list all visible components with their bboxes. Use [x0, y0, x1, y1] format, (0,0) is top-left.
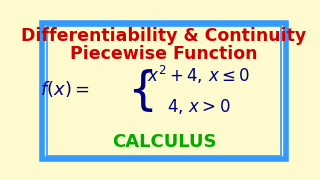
- Text: $\{$: $\{$: [127, 67, 154, 114]
- Text: Differentiability & Continuity: Differentiability & Continuity: [21, 27, 307, 45]
- Text: $x^2 + 4,\, x \leq 0$: $x^2 + 4,\, x \leq 0$: [147, 64, 250, 86]
- Text: Piecewise Function: Piecewise Function: [70, 45, 258, 63]
- Text: $4,\, x > 0$: $4,\, x > 0$: [167, 97, 230, 116]
- FancyBboxPatch shape: [43, 23, 285, 159]
- Text: $f(x) =$: $f(x) =$: [40, 79, 90, 99]
- Text: CALCULUS: CALCULUS: [112, 133, 216, 151]
